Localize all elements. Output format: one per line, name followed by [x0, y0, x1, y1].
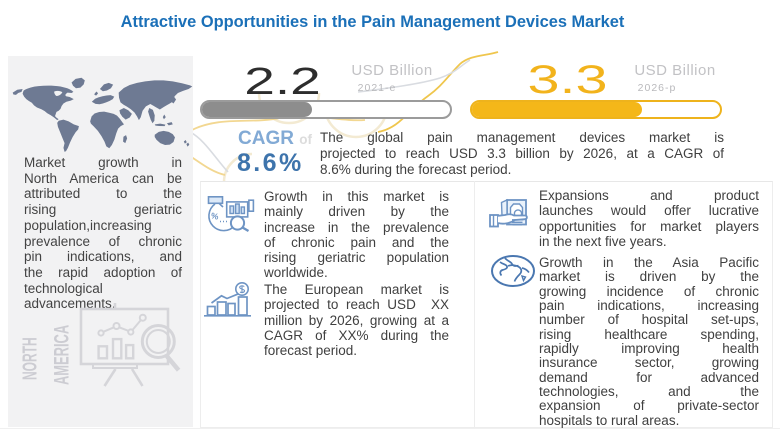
svg-text:%: %: [210, 210, 220, 221]
svg-text:AMERICA: AMERICA: [49, 325, 73, 385]
svg-text:NORTH: NORTH: [20, 337, 42, 380]
